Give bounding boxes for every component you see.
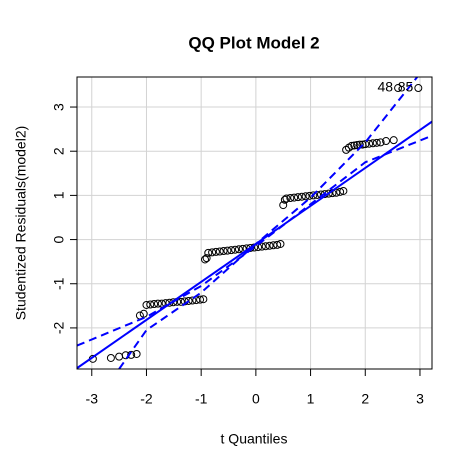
point xyxy=(215,247,224,256)
plot-frame xyxy=(76,76,433,370)
x-tick-label: -2 xyxy=(140,391,153,407)
point xyxy=(293,193,302,202)
point xyxy=(106,353,115,362)
point xyxy=(223,246,232,255)
point-label: 48 xyxy=(378,79,394,95)
point xyxy=(234,245,243,254)
point xyxy=(361,140,370,149)
point xyxy=(202,254,211,263)
point xyxy=(115,352,124,361)
point xyxy=(132,349,141,358)
point xyxy=(282,194,291,203)
point xyxy=(196,295,205,304)
point xyxy=(188,296,197,305)
point xyxy=(376,138,385,147)
point xyxy=(290,193,299,202)
point xyxy=(199,295,208,304)
y-tick-label: -2 xyxy=(51,321,67,334)
x-tick-label: 1 xyxy=(307,391,315,407)
point xyxy=(219,247,228,256)
y-axis-label: Studentized Residuals(model2) xyxy=(13,126,29,321)
point xyxy=(176,297,185,306)
point xyxy=(231,245,240,254)
point xyxy=(339,186,348,195)
point xyxy=(257,242,266,251)
point xyxy=(153,299,162,308)
x-tick-label: -3 xyxy=(86,391,99,407)
point xyxy=(204,248,213,257)
chart-title: QQ Plot Model 2 xyxy=(188,33,319,52)
point xyxy=(142,300,151,309)
point xyxy=(336,187,345,196)
y-tick-label: 3 xyxy=(51,103,67,111)
point xyxy=(276,239,285,248)
envelope-line xyxy=(77,134,432,347)
y-tick-label: -1 xyxy=(51,277,67,290)
point xyxy=(350,141,359,150)
point xyxy=(169,298,178,307)
point xyxy=(265,241,274,250)
point xyxy=(414,84,423,93)
point xyxy=(150,300,159,309)
point xyxy=(127,350,136,359)
point xyxy=(286,194,295,203)
point xyxy=(273,240,282,249)
point xyxy=(368,139,377,148)
x-tick-label: 0 xyxy=(252,391,260,407)
point xyxy=(309,191,318,200)
point-label: 85 xyxy=(398,79,414,95)
point xyxy=(280,195,289,204)
point xyxy=(301,192,310,201)
point xyxy=(347,141,356,150)
x-tick-label: 3 xyxy=(416,391,424,407)
point xyxy=(297,192,306,201)
point xyxy=(227,246,236,255)
point xyxy=(200,255,209,264)
point xyxy=(208,248,217,257)
y-tick-label: 0 xyxy=(51,235,67,243)
point xyxy=(146,300,155,309)
point xyxy=(211,247,220,256)
point xyxy=(372,138,381,147)
point xyxy=(342,145,351,154)
point xyxy=(394,84,403,93)
plot-area xyxy=(77,77,432,369)
x-axis-label: t Quantiles xyxy=(221,431,288,447)
point xyxy=(365,139,374,148)
x-tick-label: -1 xyxy=(195,391,208,407)
point xyxy=(389,136,398,145)
point xyxy=(382,137,391,146)
y-tick-label: 2 xyxy=(51,147,67,155)
point xyxy=(353,141,362,150)
y-tick-label: 1 xyxy=(51,191,67,199)
envelope-line xyxy=(118,77,419,369)
x-tick-label: 2 xyxy=(361,391,369,407)
point xyxy=(261,242,270,251)
point xyxy=(184,296,193,305)
point xyxy=(279,201,288,210)
